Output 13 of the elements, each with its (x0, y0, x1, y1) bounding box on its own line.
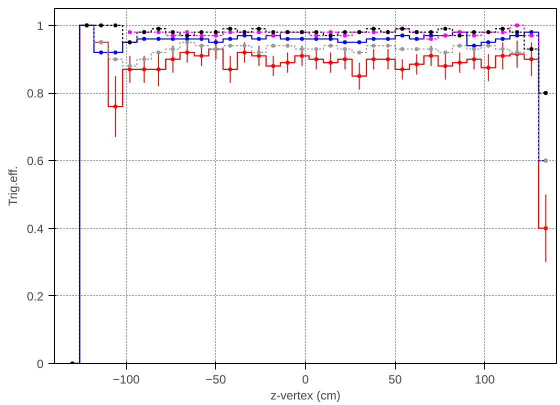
y-tick-label: 0.8 (26, 86, 44, 101)
y-tick-label: 0.2 (26, 289, 44, 304)
x-tick-label: 50 (388, 372, 402, 386)
y-tick-label: 0.4 (26, 222, 44, 236)
y-tick-label: 1 (36, 18, 44, 33)
y-tick-label: 0 (36, 357, 44, 371)
x-tick-label: 0 (302, 372, 310, 386)
x-tick-label: 100 (474, 372, 496, 386)
x-axis-title: z-vertex (cm) (270, 388, 340, 402)
y-tick-label: 0.6 (26, 154, 44, 168)
x-tick-label: −100 (112, 372, 140, 386)
x-tick-label: −50 (206, 372, 226, 386)
y-axis-title: Trig.eff. (6, 166, 20, 206)
